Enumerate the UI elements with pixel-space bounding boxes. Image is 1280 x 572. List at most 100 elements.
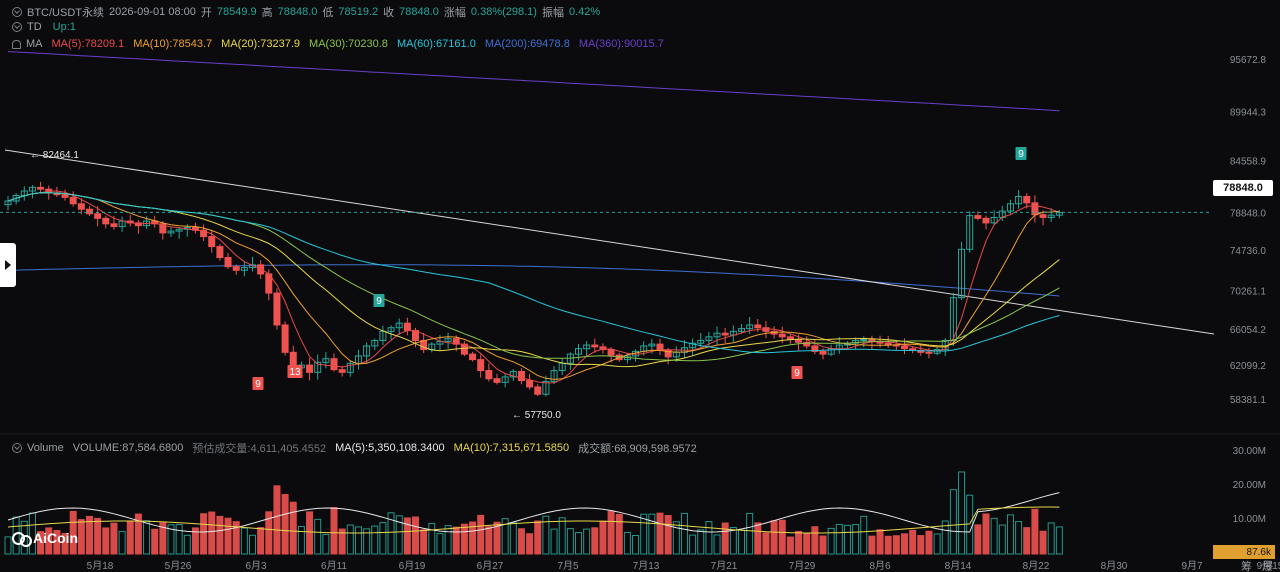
volume-bar: [803, 533, 811, 555]
volume-bar: [354, 526, 362, 555]
price-tick-label: 84558.9: [1230, 156, 1267, 167]
volume-bar: [1006, 514, 1014, 555]
low-annotation: ← 57750.0: [512, 410, 561, 421]
candle-body: [354, 355, 362, 364]
volume-legend-item-0: VOLUME:87,584.6800: [72, 442, 184, 454]
volume-bar: [566, 528, 574, 555]
td-label: TD: [27, 21, 42, 33]
volume-bar: [1039, 530, 1047, 555]
volume-bar: [680, 512, 688, 555]
liquidation-button[interactable]: 爆: [1262, 561, 1273, 572]
volume-bar: [949, 489, 957, 555]
low-label: 低: [322, 7, 334, 19]
candle-body: [273, 292, 281, 326]
volume-bar: [4, 536, 12, 555]
chips-button[interactable]: 筹: [1241, 561, 1252, 572]
trendline: [4, 149, 1215, 335]
candle-body: [1006, 203, 1014, 212]
high-value: 78848.0: [277, 6, 318, 18]
candle-body: [550, 370, 558, 382]
candle-body: [493, 378, 501, 383]
x-tick-label: 9月15: [1257, 560, 1280, 572]
volume-bar: [387, 512, 395, 555]
volume-bar: [770, 520, 778, 555]
candle-body: [795, 339, 803, 343]
volume-bar: [860, 515, 868, 555]
x-tick-label: 8月22: [1023, 560, 1050, 572]
candle-body: [648, 343, 656, 347]
ma-indicator-row[interactable]: MA MA(5):78209.1 MA(10):78543.7 MA(20):732…: [12, 38, 664, 50]
candle-body: [762, 327, 770, 332]
x-tick-label: 7月29: [789, 560, 816, 572]
ohlc-info-row: BTC/USDT永续 2026-09-01 08:00 开 78549.9 高 78…: [12, 4, 600, 20]
volume-bar: [159, 522, 167, 555]
close-label: 收: [383, 7, 395, 19]
volume-indicator-row[interactable]: Volume VOLUME:87,584.6800 预估成交量:4,611,405…: [12, 440, 697, 456]
logo-text: AiCoin: [33, 530, 79, 546]
volume-bar: [705, 521, 713, 555]
candle-body: [664, 349, 672, 358]
collapse-icon[interactable]: [12, 7, 22, 17]
collapse-icon[interactable]: [12, 22, 22, 32]
price-tick-label: 58381.1: [1230, 395, 1267, 406]
volume-bar: [526, 533, 534, 555]
volume-bar: [656, 512, 664, 555]
candle-body: [860, 339, 868, 342]
td-marker-label: 9: [794, 368, 800, 379]
candle-body: [599, 346, 607, 351]
candle-body: [200, 229, 208, 238]
candle-body: [69, 196, 77, 205]
volume-bar: [835, 523, 843, 555]
candle-body: [509, 370, 517, 378]
volume-bar: [322, 533, 330, 555]
candle-body: [371, 339, 379, 347]
ma200-line: [7, 264, 1060, 297]
volume-legend-item-4: 成交额:68,909,598.9572: [578, 443, 697, 455]
volume-bar: [216, 515, 224, 555]
collapse-icon[interactable]: [12, 443, 22, 453]
x-tick-label: 7月21: [711, 560, 738, 572]
candle-body: [819, 350, 827, 355]
volume-bar: [591, 527, 599, 555]
candle-body: [803, 341, 811, 347]
volume-bar: [672, 521, 680, 555]
bell-icon[interactable]: [12, 39, 21, 49]
ma30-line: [7, 192, 1060, 362]
expand-sidebar-button[interactable]: [0, 243, 16, 287]
x-tick-label: 8月14: [945, 560, 972, 572]
ma-legend-item-5: MA(200):69478.8: [484, 38, 570, 50]
volume-bar: [273, 485, 281, 555]
volume-bar: [257, 527, 265, 555]
candle-body: [607, 349, 615, 356]
ma-legend-item-4: MA(60):67161.0: [396, 38, 476, 50]
low-value: 78519.2: [338, 6, 379, 18]
volume-bar: [664, 515, 672, 555]
x-tick-label: 6月27: [477, 560, 504, 572]
volume-bar: [738, 529, 745, 555]
ma-legend-item-6: MA(360):90015.7: [578, 38, 664, 50]
volume-bar: [941, 520, 949, 555]
candle-body: [387, 327, 395, 332]
candle-body: [159, 223, 167, 234]
td-indicator-row[interactable]: TD Up:1: [12, 21, 76, 33]
td-marker-label: 9: [376, 296, 382, 307]
candle-body: [314, 361, 322, 373]
volume-label: Volume: [27, 442, 64, 454]
volume-bar: [852, 524, 860, 555]
volume-bar: [982, 513, 990, 555]
high-annotation: ← 82464.1: [30, 150, 79, 161]
volume-bar: [583, 528, 591, 555]
volume-bar: [933, 533, 941, 555]
volume-bar: [623, 531, 631, 555]
volume-bar: [126, 520, 134, 555]
volume-bar: [713, 534, 721, 555]
volume-bar: [493, 521, 501, 555]
volume-bar: [534, 520, 542, 555]
open-value: 78549.9: [216, 6, 257, 18]
volume-bar: [306, 511, 314, 555]
volume-bar: [762, 532, 770, 555]
volume-bar: [183, 534, 191, 555]
volume-ma5-line: [7, 492, 1060, 533]
